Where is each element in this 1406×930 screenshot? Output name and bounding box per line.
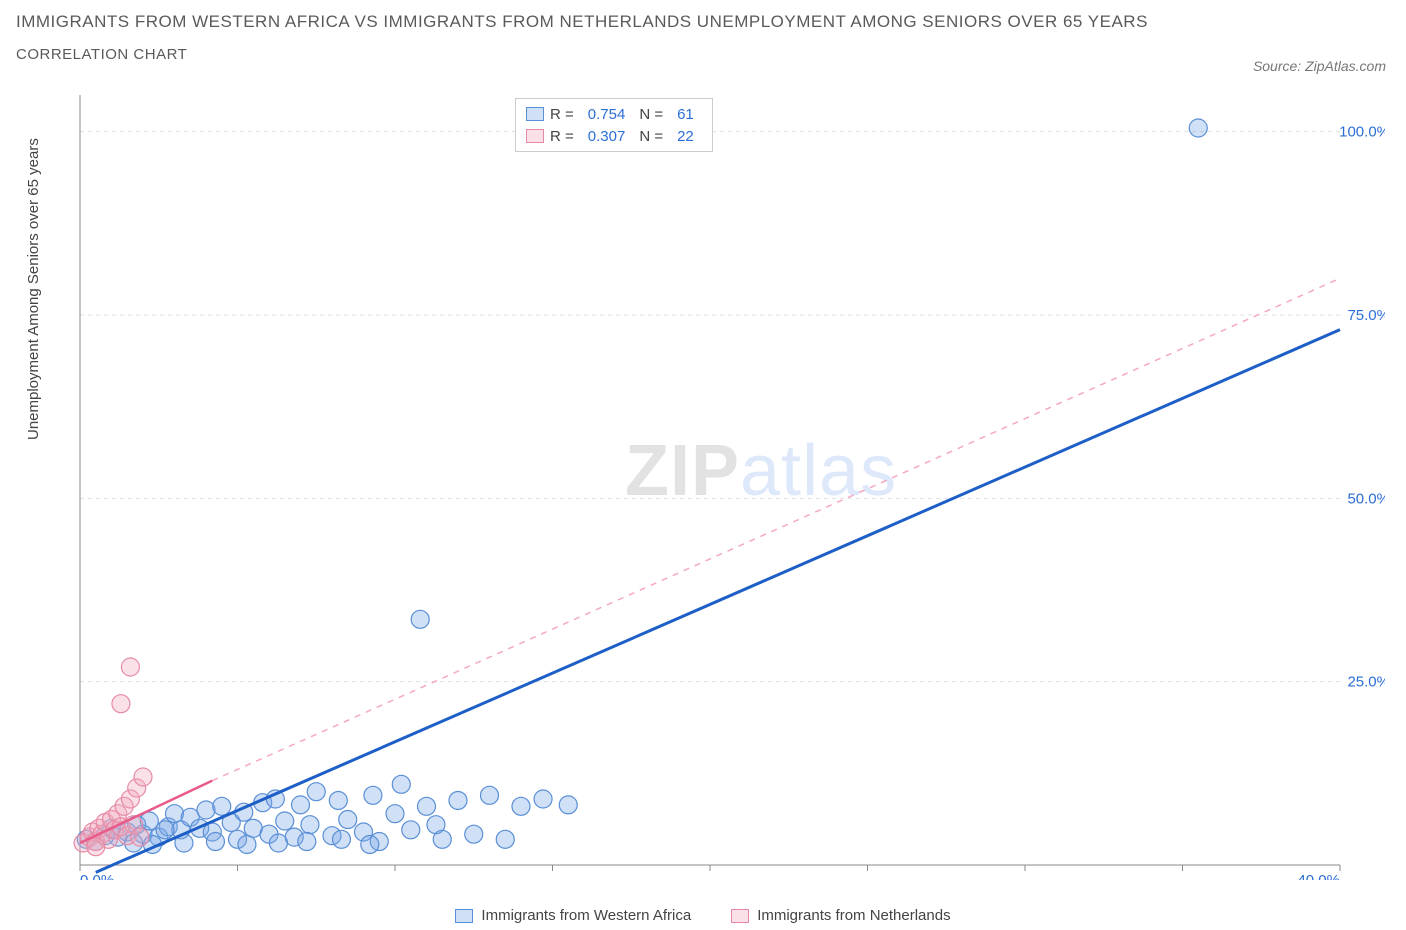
legend-swatch-icon bbox=[526, 107, 544, 121]
legend-r-label: R = bbox=[550, 128, 574, 145]
svg-text:100.0%: 100.0% bbox=[1339, 124, 1385, 141]
legend-swatch-icon bbox=[526, 129, 544, 143]
legend-n-label: N = bbox=[639, 128, 663, 145]
svg-text:25.0%: 25.0% bbox=[1347, 674, 1385, 691]
legend-n-label: N = bbox=[639, 106, 663, 123]
stats-legend-row: R = 0.754 N = 61 bbox=[526, 103, 702, 125]
footer-legend-label: Immigrants from Western Africa bbox=[481, 907, 691, 924]
title-block: IMMIGRANTS FROM WESTERN AFRICA VS IMMIGR… bbox=[16, 12, 1390, 63]
footer-legend: Immigrants from Western Africa Immigrant… bbox=[0, 907, 1406, 924]
footer-legend-item-0: Immigrants from Western Africa bbox=[455, 907, 691, 924]
legend-n-value: 22 bbox=[677, 128, 694, 145]
svg-text:75.0%: 75.0% bbox=[1347, 307, 1385, 324]
stats-legend: R = 0.754 N = 61 R = 0.307 N = 22 bbox=[515, 98, 713, 152]
svg-text:50.0%: 50.0% bbox=[1347, 490, 1385, 507]
svg-text:40.0%: 40.0% bbox=[1297, 872, 1340, 880]
legend-r-value: 0.754 bbox=[588, 106, 626, 123]
legend-swatch-icon bbox=[455, 909, 473, 923]
source-attribution: Source: ZipAtlas.com bbox=[1253, 58, 1386, 74]
legend-r-label: R = bbox=[550, 106, 574, 123]
legend-r-value: 0.307 bbox=[588, 128, 626, 145]
footer-legend-item-1: Immigrants from Netherlands bbox=[731, 907, 950, 924]
stats-legend-row: R = 0.307 N = 22 bbox=[526, 125, 702, 147]
legend-n-value: 61 bbox=[677, 106, 694, 123]
y-axis-label: Unemployment Among Seniors over 65 years bbox=[25, 138, 42, 440]
chart-area: 25.0%50.0%75.0%100.0%0.0%40.0% ZIPatlas … bbox=[65, 90, 1385, 880]
footer-legend-label: Immigrants from Netherlands bbox=[757, 907, 950, 924]
chart-svg: 25.0%50.0%75.0%100.0%0.0%40.0% bbox=[65, 90, 1385, 880]
chart-subtitle: CORRELATION CHART bbox=[16, 46, 1390, 63]
legend-swatch-icon bbox=[731, 909, 749, 923]
chart-title: IMMIGRANTS FROM WESTERN AFRICA VS IMMIGR… bbox=[16, 12, 1390, 32]
